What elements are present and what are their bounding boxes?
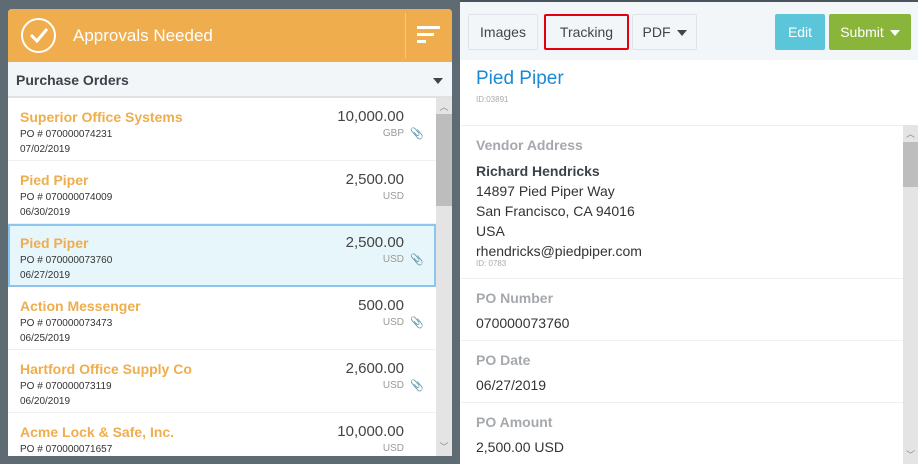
divider xyxy=(405,13,406,58)
filter-icon[interactable] xyxy=(417,26,440,46)
order-row[interactable]: Superior Office Systems PO # 070000074231… xyxy=(8,98,436,161)
panel-title: Approvals Needed xyxy=(73,26,213,45)
scroll-thumb[interactable] xyxy=(903,142,918,187)
po-number-section: PO Number 070000073760 xyxy=(460,279,903,341)
submit-button[interactable]: Submit xyxy=(829,14,911,50)
po-number: PO # 070000073119 xyxy=(20,381,112,392)
check-circle-icon xyxy=(21,18,56,53)
tracking-button[interactable]: Tracking xyxy=(544,14,629,50)
submit-label: Submit xyxy=(840,24,884,40)
amount: 10,000.00 xyxy=(337,423,404,440)
po-number: PO # 070000074231 xyxy=(20,129,113,140)
detail-toolbar: Images Tracking PDF Edit Submit xyxy=(460,0,918,60)
amount: 10,000.00 xyxy=(337,108,404,125)
po-number: PO # 070000073473 xyxy=(20,318,113,329)
vendor-title: Pied Piper xyxy=(476,68,564,89)
approvals-panel: Approvals Needed Purchase Orders Superio… xyxy=(8,9,452,456)
po-date: 07/02/2019 xyxy=(20,144,71,155)
pdf-label: PDF xyxy=(642,24,671,40)
paperclip-icon: 📎 xyxy=(410,254,424,266)
scroll-up-icon[interactable]: ︿ xyxy=(905,129,915,139)
city: San Francisco, CA 94016 xyxy=(476,203,635,219)
paperclip-icon: 📎 xyxy=(410,128,424,140)
scroll-up-icon[interactable]: ︿ xyxy=(439,102,449,112)
amount: 2,500.00 xyxy=(345,171,404,188)
detail-panel: Images Tracking PDF Edit Submit Pied Pip… xyxy=(460,0,918,464)
scroll-thumb[interactable] xyxy=(436,114,452,206)
caret-down-icon xyxy=(889,30,900,37)
list-scrollbar[interactable]: ︿ ﹀ xyxy=(436,98,452,456)
po-amount-value: 2,500.00 USD xyxy=(476,439,564,455)
edit-button[interactable]: Edit xyxy=(775,14,825,50)
caret-down-icon xyxy=(676,30,687,37)
po-date: 06/20/2019 xyxy=(20,396,71,407)
amount: 2,600.00 xyxy=(345,360,404,377)
order-list: Superior Office Systems PO # 070000074231… xyxy=(8,98,436,456)
currency: USD xyxy=(382,317,404,328)
paperclip-icon: 📎 xyxy=(410,317,424,329)
amount: 2,500.00 xyxy=(345,234,404,251)
vendor-name: Action Messenger xyxy=(20,298,141,314)
po-number: PO # 070000073760 xyxy=(20,255,113,266)
currency: GBP xyxy=(382,128,404,139)
po-date-section: PO Date 06/27/2019 xyxy=(460,341,903,403)
po-number: PO # 070000074009 xyxy=(20,192,113,203)
po-date: 06/27/2019 xyxy=(20,270,71,281)
order-row[interactable]: Pied Piper PO # 070000074009 06/30/2019 2,5… xyxy=(8,161,436,224)
contact-name: Richard Hendricks xyxy=(476,163,600,179)
country: USA xyxy=(476,223,505,239)
list-type-dropdown[interactable]: Purchase Orders xyxy=(8,62,452,98)
po-amount-label: PO Amount xyxy=(476,414,553,430)
order-row[interactable]: Acme Lock & Safe, Inc. PO # 070000071657 1… xyxy=(8,413,436,456)
images-button[interactable]: Images xyxy=(468,14,538,50)
vendor-id: ID:03891 xyxy=(476,95,509,104)
order-row[interactable]: Action Messenger PO # 070000073473 06/25/2… xyxy=(8,287,436,350)
currency: USD xyxy=(382,254,404,265)
po-date: 06/25/2019 xyxy=(20,333,71,344)
detail-fields: Vendor Address Richard Hendricks 14897 P… xyxy=(460,125,903,464)
currency: USD xyxy=(382,191,404,202)
po-date-label: PO Date xyxy=(476,352,531,368)
vendor-address-label: Vendor Address xyxy=(476,137,583,153)
po-number: PO # 070000071657 xyxy=(20,444,113,455)
order-row[interactable]: Hartford Office Supply Co PO # 0700000731… xyxy=(8,350,436,413)
vendor-address-section: Vendor Address Richard Hendricks 14897 P… xyxy=(460,126,903,279)
pdf-button[interactable]: PDF xyxy=(632,14,697,50)
scroll-down-icon[interactable]: ﹀ xyxy=(905,450,915,460)
po-date: 06/30/2019 xyxy=(20,207,71,218)
currency: USD xyxy=(382,380,404,391)
order-row[interactable]: Pied Piper PO # 070000073760 06/27/2019 2,5… xyxy=(8,224,436,287)
po-number-value: 070000073760 xyxy=(476,315,570,331)
po-amount-section: PO Amount 2,500.00 USD xyxy=(460,403,903,464)
po-date-value: 06/27/2019 xyxy=(476,377,547,393)
paperclip-icon: 📎 xyxy=(410,380,424,392)
currency: USD xyxy=(382,443,404,454)
address-id: ID: 0783 xyxy=(476,259,507,268)
vendor-name: Superior Office Systems xyxy=(20,109,183,125)
amount: 500.00 xyxy=(358,297,404,314)
scroll-down-icon[interactable]: ﹀ xyxy=(439,442,449,452)
email: rhendricks@piedpiper.com xyxy=(476,243,642,259)
street: 14897 Pied Piper Way xyxy=(476,183,615,199)
caret-down-icon xyxy=(433,78,443,84)
vendor-name: Pied Piper xyxy=(20,235,89,251)
vendor-name: Hartford Office Supply Co xyxy=(20,361,192,377)
vendor-name: Acme Lock & Safe, Inc. xyxy=(20,424,175,440)
panel-header: Approvals Needed xyxy=(8,9,452,62)
list-type-label: Purchase Orders xyxy=(16,72,129,88)
vendor-name: Pied Piper xyxy=(20,172,89,188)
detail-scrollbar[interactable]: ︿ ﹀ xyxy=(903,125,918,464)
po-number-label: PO Number xyxy=(476,290,554,306)
